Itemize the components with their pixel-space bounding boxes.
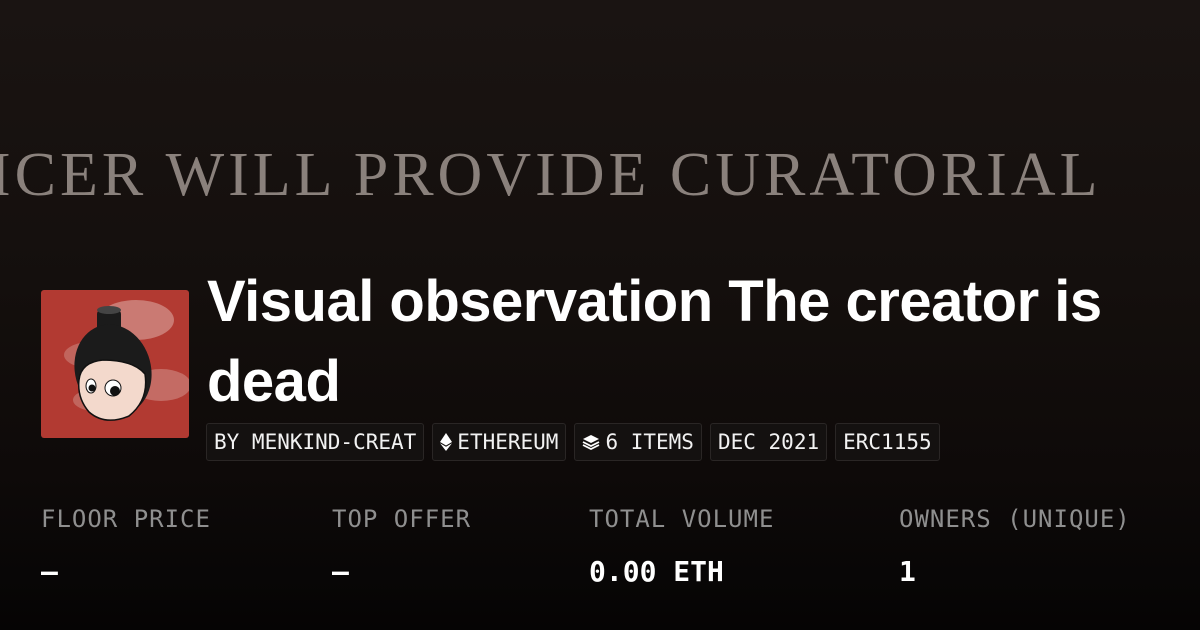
collection-badges: BY MENKIND-CREAT ETHEREUM 6 ITEMS DEC 20… (206, 423, 940, 461)
stat-value: 1 (899, 555, 916, 588)
stat-value: 0.00 ETH (589, 555, 724, 588)
stat-label: TOP OFFER (332, 505, 472, 533)
stat-floor-price: FLOOR PRICE – (41, 505, 211, 588)
stat-value: – (332, 555, 349, 588)
stat-total-volume: TOTAL VOLUME 0.00 ETH (589, 505, 774, 588)
standard-badge: ERC1155 (835, 423, 940, 461)
creator-badge[interactable]: BY MENKIND-CREAT (206, 423, 425, 461)
stat-label: FLOOR PRICE (41, 505, 211, 533)
chain-label: ETHEREUM (457, 430, 559, 454)
character-illustration (64, 300, 189, 421)
stat-label: OWNERS (UNIQUE) (899, 505, 1131, 533)
collection-title: Visual observation The creator is dead (207, 269, 1102, 414)
collection-avatar (41, 290, 189, 438)
banner-background-text: ICER WILL PROVIDE CURATORIAL (0, 141, 1102, 209)
layers-icon (583, 435, 600, 450)
ethereum-icon (440, 433, 453, 451)
stat-top-offer: TOP OFFER – (332, 505, 471, 588)
stat-owners: OWNERS (UNIQUE) 1 (899, 505, 1131, 588)
date-label: DEC 2021 (717, 430, 820, 454)
items-label: 6 ITEMS (605, 430, 694, 454)
chain-badge: ETHEREUM (432, 423, 567, 461)
date-badge: DEC 2021 (709, 423, 828, 461)
stat-value: – (41, 555, 58, 588)
stat-label: TOTAL VOLUME (589, 505, 775, 533)
creator-label: BY MENKIND-CREAT (214, 430, 417, 454)
standard-label: ERC1155 (843, 430, 932, 454)
items-badge: 6 ITEMS (574, 423, 702, 461)
